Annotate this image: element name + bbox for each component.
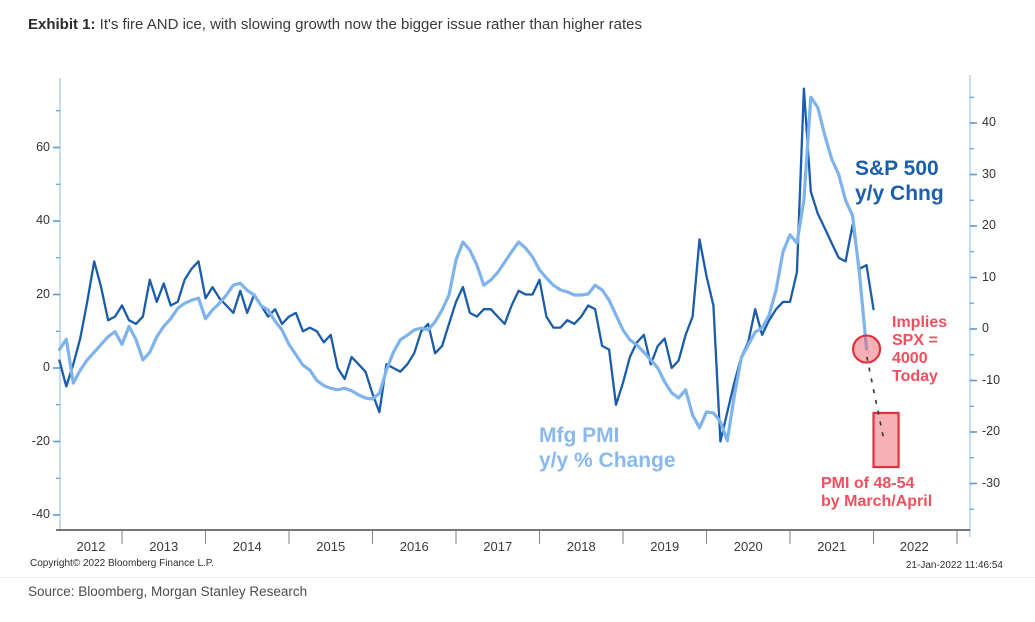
x-axis-year-label: 2021 [817,539,847,554]
sp500-series-label: S&P 500 y/y Chng [855,157,944,205]
right-axis-tick-label: 0 [982,321,989,335]
implies-spx-annotation: Implies SPX = 4000 Today [892,314,948,386]
left-axis-tick-label: 60 [36,139,50,154]
right-axis-tick-label: -10 [982,372,1001,387]
right-axis-tick-label: 40 [982,115,996,129]
left-axis-tick-label: 0 [43,360,50,374]
x-axis-year-label: 2020 [733,539,763,554]
left-axis-tick-label: 40 [36,213,50,227]
right-axis-tick-label: 30 [982,166,996,181]
projection-dash-line [865,356,886,443]
mfg-pmi-series-label: Mfg PMI y/y % Change [539,424,676,472]
source-line: Source: Bloomberg, Morgan Stanley Resear… [28,584,308,599]
exhibit-title-text: It's fire AND ice, with slowing growth n… [95,16,642,33]
left-axis-tick-label: -40 [31,507,50,521]
right-axis-tick-label: 20 [982,218,996,232]
left-axis-tick-label: -20 [31,433,50,448]
right-axis-tick-label: -30 [982,475,1001,490]
sp500-line-series [58,87,875,443]
mfg-pmi-line-series [57,95,869,443]
x-axis-year-label: 2014 [232,539,262,554]
right-axis-tick-label: -20 [982,424,1001,438]
x-axis-year-label: 2018 [566,539,596,554]
x-axis-year-label: 2022 [899,539,929,554]
implies-spx-circle [851,334,882,364]
chart-timestamp: 21-Jan-2022 11:46:54 [905,560,1003,571]
x-axis-year-label: 2015 [316,539,346,554]
left-axis-tick-label: 20 [36,286,50,301]
x-axis-year-label: 2019 [650,539,680,554]
exhibit-title: Exhibit 1: It's fire AND ice, with slowi… [28,16,642,33]
bloomberg-copyright: Copyright© 2022 Bloomberg Finance L.P. [30,558,214,569]
x-axis-year-label: 2013 [149,539,179,554]
footer-divider [0,577,1035,578]
x-axis-year-label: 2017 [483,539,513,554]
pmi-target-annotation: PMI of 48-54 by March/April [821,475,933,511]
pmi-target-box [872,411,900,469]
right-axis-tick-label: 10 [982,269,996,284]
x-axis-year-label: 2012 [76,539,106,554]
x-axis-year-label: 2016 [399,539,429,554]
exhibit-number: Exhibit 1: [28,16,96,33]
